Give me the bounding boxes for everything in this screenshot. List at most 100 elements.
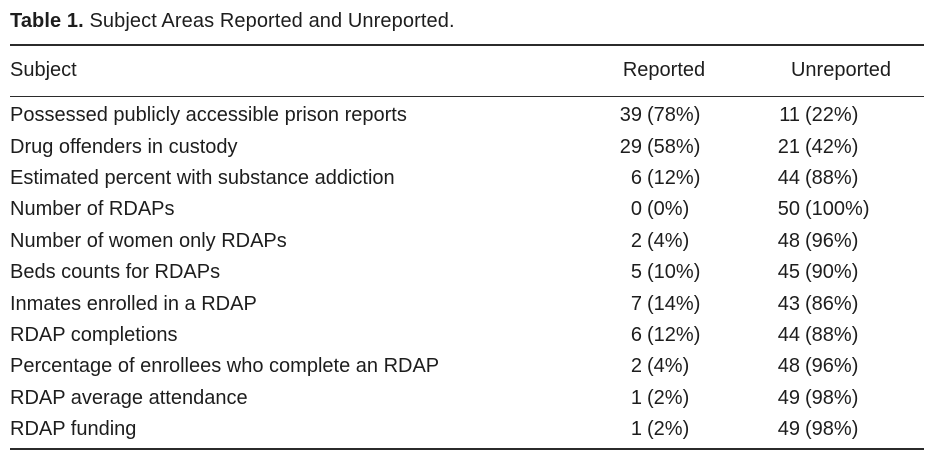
unreported-cell: 48 (96%) xyxy=(758,230,924,253)
unreported-percent: (86%) xyxy=(805,292,859,315)
reported-count: 5 xyxy=(630,261,642,284)
reported-percent: (58%) xyxy=(647,135,701,158)
subject-cell: Percentage of enrollees who complete an … xyxy=(10,355,440,378)
unreported-cell: 44 (88%) xyxy=(758,167,924,190)
unreported-percent: (88%) xyxy=(805,323,859,346)
unreported-cell: 44 (88%) xyxy=(758,324,924,347)
column-header-subject: Subject xyxy=(10,59,77,81)
subject-cell: Number of women only RDAPs xyxy=(10,229,287,252)
unreported-percent: (98%) xyxy=(805,386,859,409)
table-title: Table 1. Subject Areas Reported and Unre… xyxy=(10,0,924,44)
unreported-percent: (96%) xyxy=(805,229,859,252)
unreported-percent: (42%) xyxy=(805,135,859,158)
unreported-count: 45 xyxy=(777,261,800,284)
column-header-reported: Reported xyxy=(622,59,706,81)
reported-percent: (12%) xyxy=(647,323,701,346)
reported-count: 1 xyxy=(630,386,642,409)
reported-cell: 6 (12%) xyxy=(592,324,758,347)
reported-percent: (0%) xyxy=(647,198,690,221)
reported-cell: 29 (58%) xyxy=(592,136,758,159)
reported-count: 6 xyxy=(630,323,642,346)
subject-cell: RDAP average attendance xyxy=(10,386,248,409)
unreported-cell: 21 (42%) xyxy=(758,136,924,159)
subject-cell: Possessed publicly accessible prison rep… xyxy=(10,104,407,127)
reported-percent: (2%) xyxy=(647,386,690,409)
reported-percent: (4%) xyxy=(647,355,690,378)
table-row: Inmates enrolled in a RDAP 7 (14%) 43 (86%… xyxy=(10,288,924,319)
reported-percent: (78%) xyxy=(647,104,701,127)
unreported-cell: 49 (98%) xyxy=(758,418,924,441)
reported-percent: (4%) xyxy=(647,229,690,252)
unreported-cell: 48 (96%) xyxy=(758,355,924,378)
table-row: Beds counts for RDAPs 5 (10%) 45 (90%) xyxy=(10,257,924,288)
reported-percent: (12%) xyxy=(647,166,701,189)
subject-cell: Beds counts for RDAPs xyxy=(10,261,221,284)
unreported-percent: (90%) xyxy=(805,261,859,284)
unreported-count: 11 xyxy=(779,104,800,127)
reported-count: 2 xyxy=(630,229,642,252)
unreported-percent: (98%) xyxy=(805,418,859,441)
table-header-rule xyxy=(10,96,924,97)
unreported-percent: (22%) xyxy=(805,104,859,127)
unreported-cell: 43 (86%) xyxy=(758,293,924,316)
subject-cell: Number of RDAPs xyxy=(10,198,175,221)
table-row: RDAP funding 1 (2%) 49 (98%) xyxy=(10,414,924,445)
reported-cell: 6 (12%) xyxy=(592,167,758,190)
unreported-percent: (100%) xyxy=(805,198,870,221)
table-row: Drug offenders in custody 29 (58%) 21 (42%… xyxy=(10,131,924,162)
reported-cell: 5 (10%) xyxy=(592,261,758,284)
reported-cell: 39 (78%) xyxy=(592,104,758,127)
subject-cell: Estimated percent with substance addicti… xyxy=(10,166,395,189)
reported-percent: (14%) xyxy=(647,292,701,315)
unreported-cell: 50 (100%) xyxy=(758,198,924,221)
table-row: Estimated percent with substance addicti… xyxy=(10,163,924,194)
unreported-percent: (96%) xyxy=(805,355,859,378)
reported-count: 7 xyxy=(630,292,642,315)
unreported-count: 49 xyxy=(777,386,800,409)
column-header-unreported: Unreported xyxy=(790,59,892,81)
reported-cell: 2 (4%) xyxy=(592,230,758,253)
subject-cell: RDAP completions xyxy=(10,323,178,346)
subject-cell: RDAP funding xyxy=(10,418,137,441)
subject-cell: Drug offenders in custody xyxy=(10,135,238,158)
unreported-percent: (88%) xyxy=(805,166,859,189)
table-row: Number of RDAPs 0 (0%) 50 (100%) xyxy=(10,194,924,225)
reported-cell: 1 (2%) xyxy=(592,418,758,441)
subject-cell: Inmates enrolled in a RDAP xyxy=(10,292,257,315)
reported-count: 2 xyxy=(630,355,642,378)
unreported-count: 48 xyxy=(777,355,800,378)
reported-cell: 1 (2%) xyxy=(592,387,758,410)
table-row: Percentage of enrollees who complete an … xyxy=(10,351,924,382)
reported-count: 0 xyxy=(630,198,642,221)
unreported-cell: 11 (22%) xyxy=(758,104,924,127)
unreported-count: 44 xyxy=(777,166,800,189)
unreported-count: 44 xyxy=(777,323,800,346)
reported-count: 39 xyxy=(619,104,642,127)
reported-cell: 7 (14%) xyxy=(592,293,758,316)
table-row: Possessed publicly accessible prison rep… xyxy=(10,100,924,131)
reported-cell: 2 (4%) xyxy=(592,355,758,378)
reported-count: 29 xyxy=(619,135,642,158)
reported-count: 6 xyxy=(630,166,642,189)
table-bottom-rule xyxy=(10,448,924,451)
unreported-count: 49 xyxy=(777,418,800,441)
reported-count: 1 xyxy=(630,418,642,441)
table-row: RDAP completions 6 (12%) 44 (88%) xyxy=(10,320,924,351)
unreported-count: 21 xyxy=(777,135,800,158)
paper-table: Table 1. Subject Areas Reported and Unre… xyxy=(10,0,924,451)
unreported-count: 43 xyxy=(777,292,800,315)
table-body: Possessed publicly accessible prison rep… xyxy=(10,97,924,448)
table-header-row: Subject Reported Unreported xyxy=(10,46,924,96)
reported-cell: 0 (0%) xyxy=(592,198,758,221)
unreported-cell: 45 (90%) xyxy=(758,261,924,284)
reported-percent: (2%) xyxy=(647,418,690,441)
table-row: RDAP average attendance 1 (2%) 49 (98%) xyxy=(10,383,924,414)
unreported-count: 50 xyxy=(777,198,800,221)
unreported-count: 48 xyxy=(777,229,800,252)
table-row: Number of women only RDAPs 2 (4%) 48 (96%) xyxy=(10,226,924,257)
table-title-text: Subject Areas Reported and Unreported. xyxy=(89,10,455,32)
reported-percent: (10%) xyxy=(647,261,701,284)
table-title-label: Table 1. xyxy=(10,10,84,32)
table-top-rule xyxy=(10,44,924,46)
unreported-cell: 49 (98%) xyxy=(758,387,924,410)
